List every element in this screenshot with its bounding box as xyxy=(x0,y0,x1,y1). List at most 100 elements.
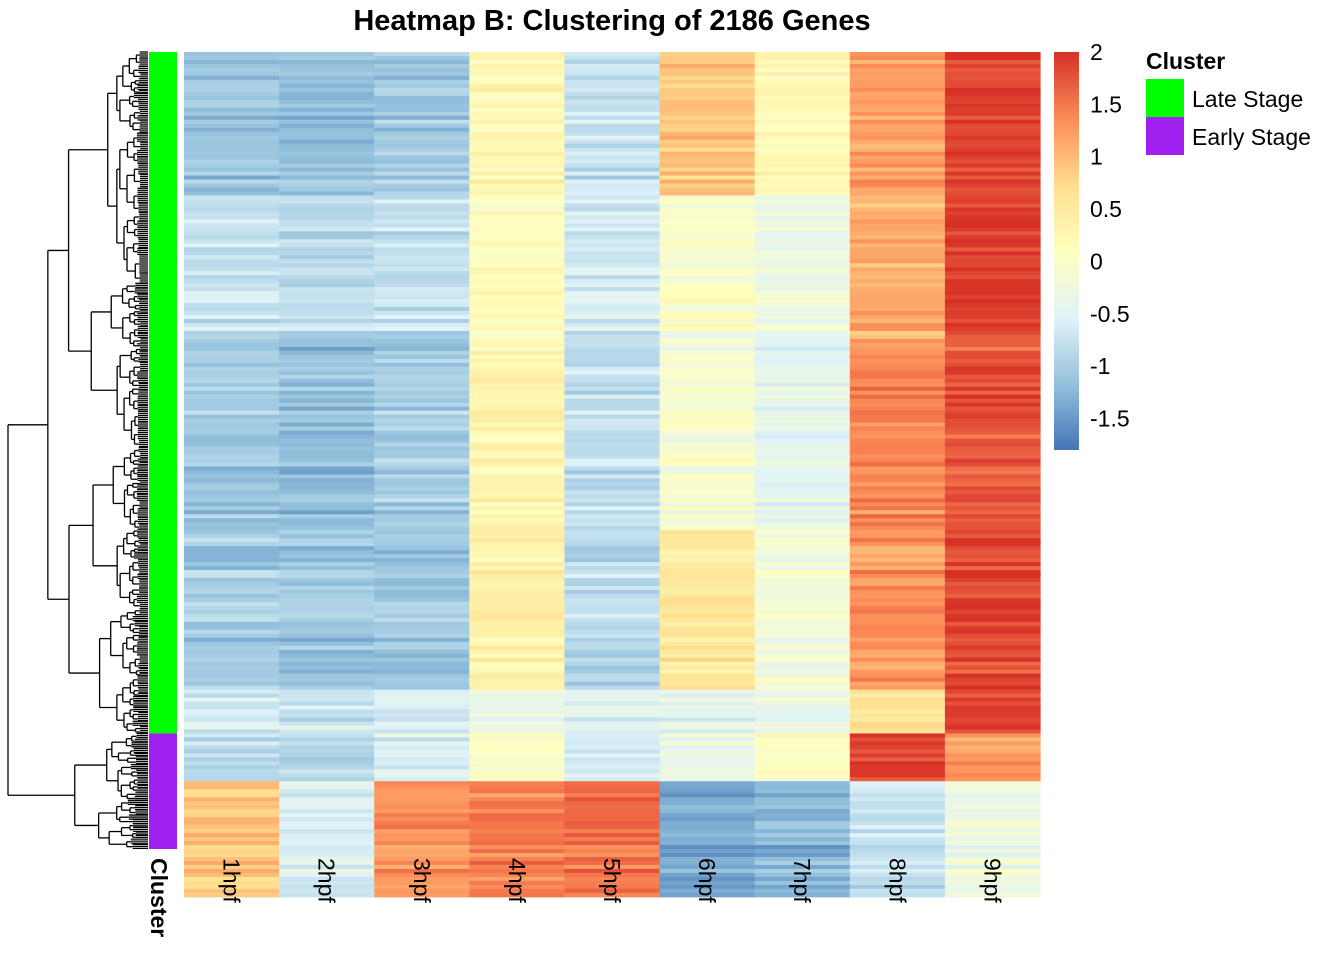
heatmap-cell xyxy=(374,502,470,507)
heatmap-cell xyxy=(564,87,661,93)
heatmap-cell xyxy=(469,235,566,240)
legend-label: Early Stage xyxy=(1192,124,1311,150)
heatmap-cell xyxy=(374,434,470,440)
heatmap-cell xyxy=(944,219,1041,224)
heatmap-cell xyxy=(469,793,566,798)
heatmap-cell xyxy=(564,155,661,161)
heatmap-cell xyxy=(849,805,946,810)
heatmap-cell xyxy=(564,183,661,189)
heatmap-cell xyxy=(469,219,566,224)
heatmap-cell xyxy=(279,267,375,272)
heatmap-cell xyxy=(279,486,375,491)
heatmap-cell xyxy=(659,71,756,77)
heatmap-cell xyxy=(564,805,661,810)
heatmap-cell xyxy=(944,386,1041,392)
heatmap-cell xyxy=(944,797,1041,802)
heatmap-cell xyxy=(659,326,756,332)
heatmap-cell xyxy=(279,677,375,683)
heatmap-cell xyxy=(754,123,851,129)
heatmap-cell xyxy=(374,617,470,623)
heatmap-cell xyxy=(469,462,566,468)
heatmap-cell xyxy=(184,653,280,659)
heatmap-cell xyxy=(849,410,946,416)
heatmap-cell xyxy=(564,829,661,834)
heatmap-cell xyxy=(659,613,756,619)
heatmap-cell xyxy=(374,295,470,300)
heatmap-cell xyxy=(374,554,470,559)
heatmap-cell xyxy=(944,159,1041,165)
heatmap-cell xyxy=(659,394,756,400)
heatmap-cell xyxy=(564,103,661,109)
heatmap-cell xyxy=(754,83,851,89)
heatmap-cell xyxy=(279,103,375,109)
heatmap-cell xyxy=(184,111,280,117)
heatmap-cell xyxy=(659,378,756,384)
heatmap-cell xyxy=(374,542,470,547)
heatmap-cell xyxy=(469,299,566,304)
heatmap-cell xyxy=(374,410,470,416)
heatmap-cell xyxy=(184,303,280,308)
heatmap-cell xyxy=(754,841,851,846)
heatmap-cell xyxy=(659,418,756,424)
heatmap-cell xyxy=(469,187,566,193)
heatmap-cell xyxy=(279,518,375,523)
heatmap-cell xyxy=(279,872,375,878)
heatmap-cell xyxy=(849,478,946,483)
heatmap-cell xyxy=(754,450,851,456)
heatmap-cell xyxy=(849,446,946,452)
heatmap-cell xyxy=(184,753,280,758)
heatmap-cell xyxy=(659,434,756,440)
heatmap-cell xyxy=(849,79,946,85)
heatmap-cell xyxy=(944,307,1041,312)
heatmap-cell xyxy=(279,123,375,129)
heatmap-cell xyxy=(849,593,946,599)
heatmap-cell xyxy=(944,454,1041,460)
heatmap-cell xyxy=(944,163,1041,169)
heatmap-cell xyxy=(754,52,851,57)
heatmap-cell xyxy=(374,589,470,595)
heatmap-cell xyxy=(374,562,470,567)
heatmap-cell xyxy=(564,582,661,587)
heatmap-cell xyxy=(564,653,661,659)
heatmap-cell xyxy=(469,597,566,603)
heatmap-cell xyxy=(469,434,566,440)
heatmap-cell xyxy=(469,151,566,157)
heatmap-cell xyxy=(564,542,661,547)
heatmap-cell xyxy=(374,506,470,511)
heatmap-cell xyxy=(374,454,470,460)
heatmap-cell xyxy=(564,283,661,288)
heatmap-cell xyxy=(754,773,851,778)
heatmap-cell xyxy=(659,346,756,352)
heatmap-cell xyxy=(659,685,756,691)
heatmap-cell xyxy=(469,777,566,782)
chart-title: Heatmap B: Clustering of 2186 Genes xyxy=(353,5,870,37)
heatmap-cell xyxy=(754,111,851,117)
heatmap-cell xyxy=(849,574,946,579)
heatmap-cell xyxy=(659,749,756,754)
heatmap-cell xyxy=(944,263,1041,268)
heatmap-cell xyxy=(659,701,756,707)
heatmap-cell xyxy=(469,394,566,400)
heatmap-cell xyxy=(469,474,566,479)
heatmap-cell xyxy=(279,111,375,117)
heatmap-cell xyxy=(374,322,470,328)
heatmap-cell xyxy=(469,498,566,503)
heatmap-cell xyxy=(564,534,661,539)
heatmap-cell xyxy=(659,578,756,583)
heatmap-cell xyxy=(754,334,851,340)
heatmap-cell xyxy=(849,693,946,699)
heatmap-cell xyxy=(374,414,470,420)
heatmap-cell xyxy=(659,673,756,679)
heatmap-cell xyxy=(659,330,756,336)
heatmap-cell xyxy=(754,283,851,288)
heatmap-cell xyxy=(184,546,280,551)
heatmap-cell xyxy=(754,346,851,352)
heatmap-cell xyxy=(564,59,661,65)
heatmap-cell xyxy=(564,530,661,535)
heatmap-cell xyxy=(944,83,1041,89)
heatmap-cell xyxy=(944,235,1041,240)
heatmap-cell xyxy=(849,179,946,185)
heatmap-cell xyxy=(849,745,946,750)
heatmap-cell xyxy=(564,466,661,472)
heatmap-cell xyxy=(184,52,280,57)
